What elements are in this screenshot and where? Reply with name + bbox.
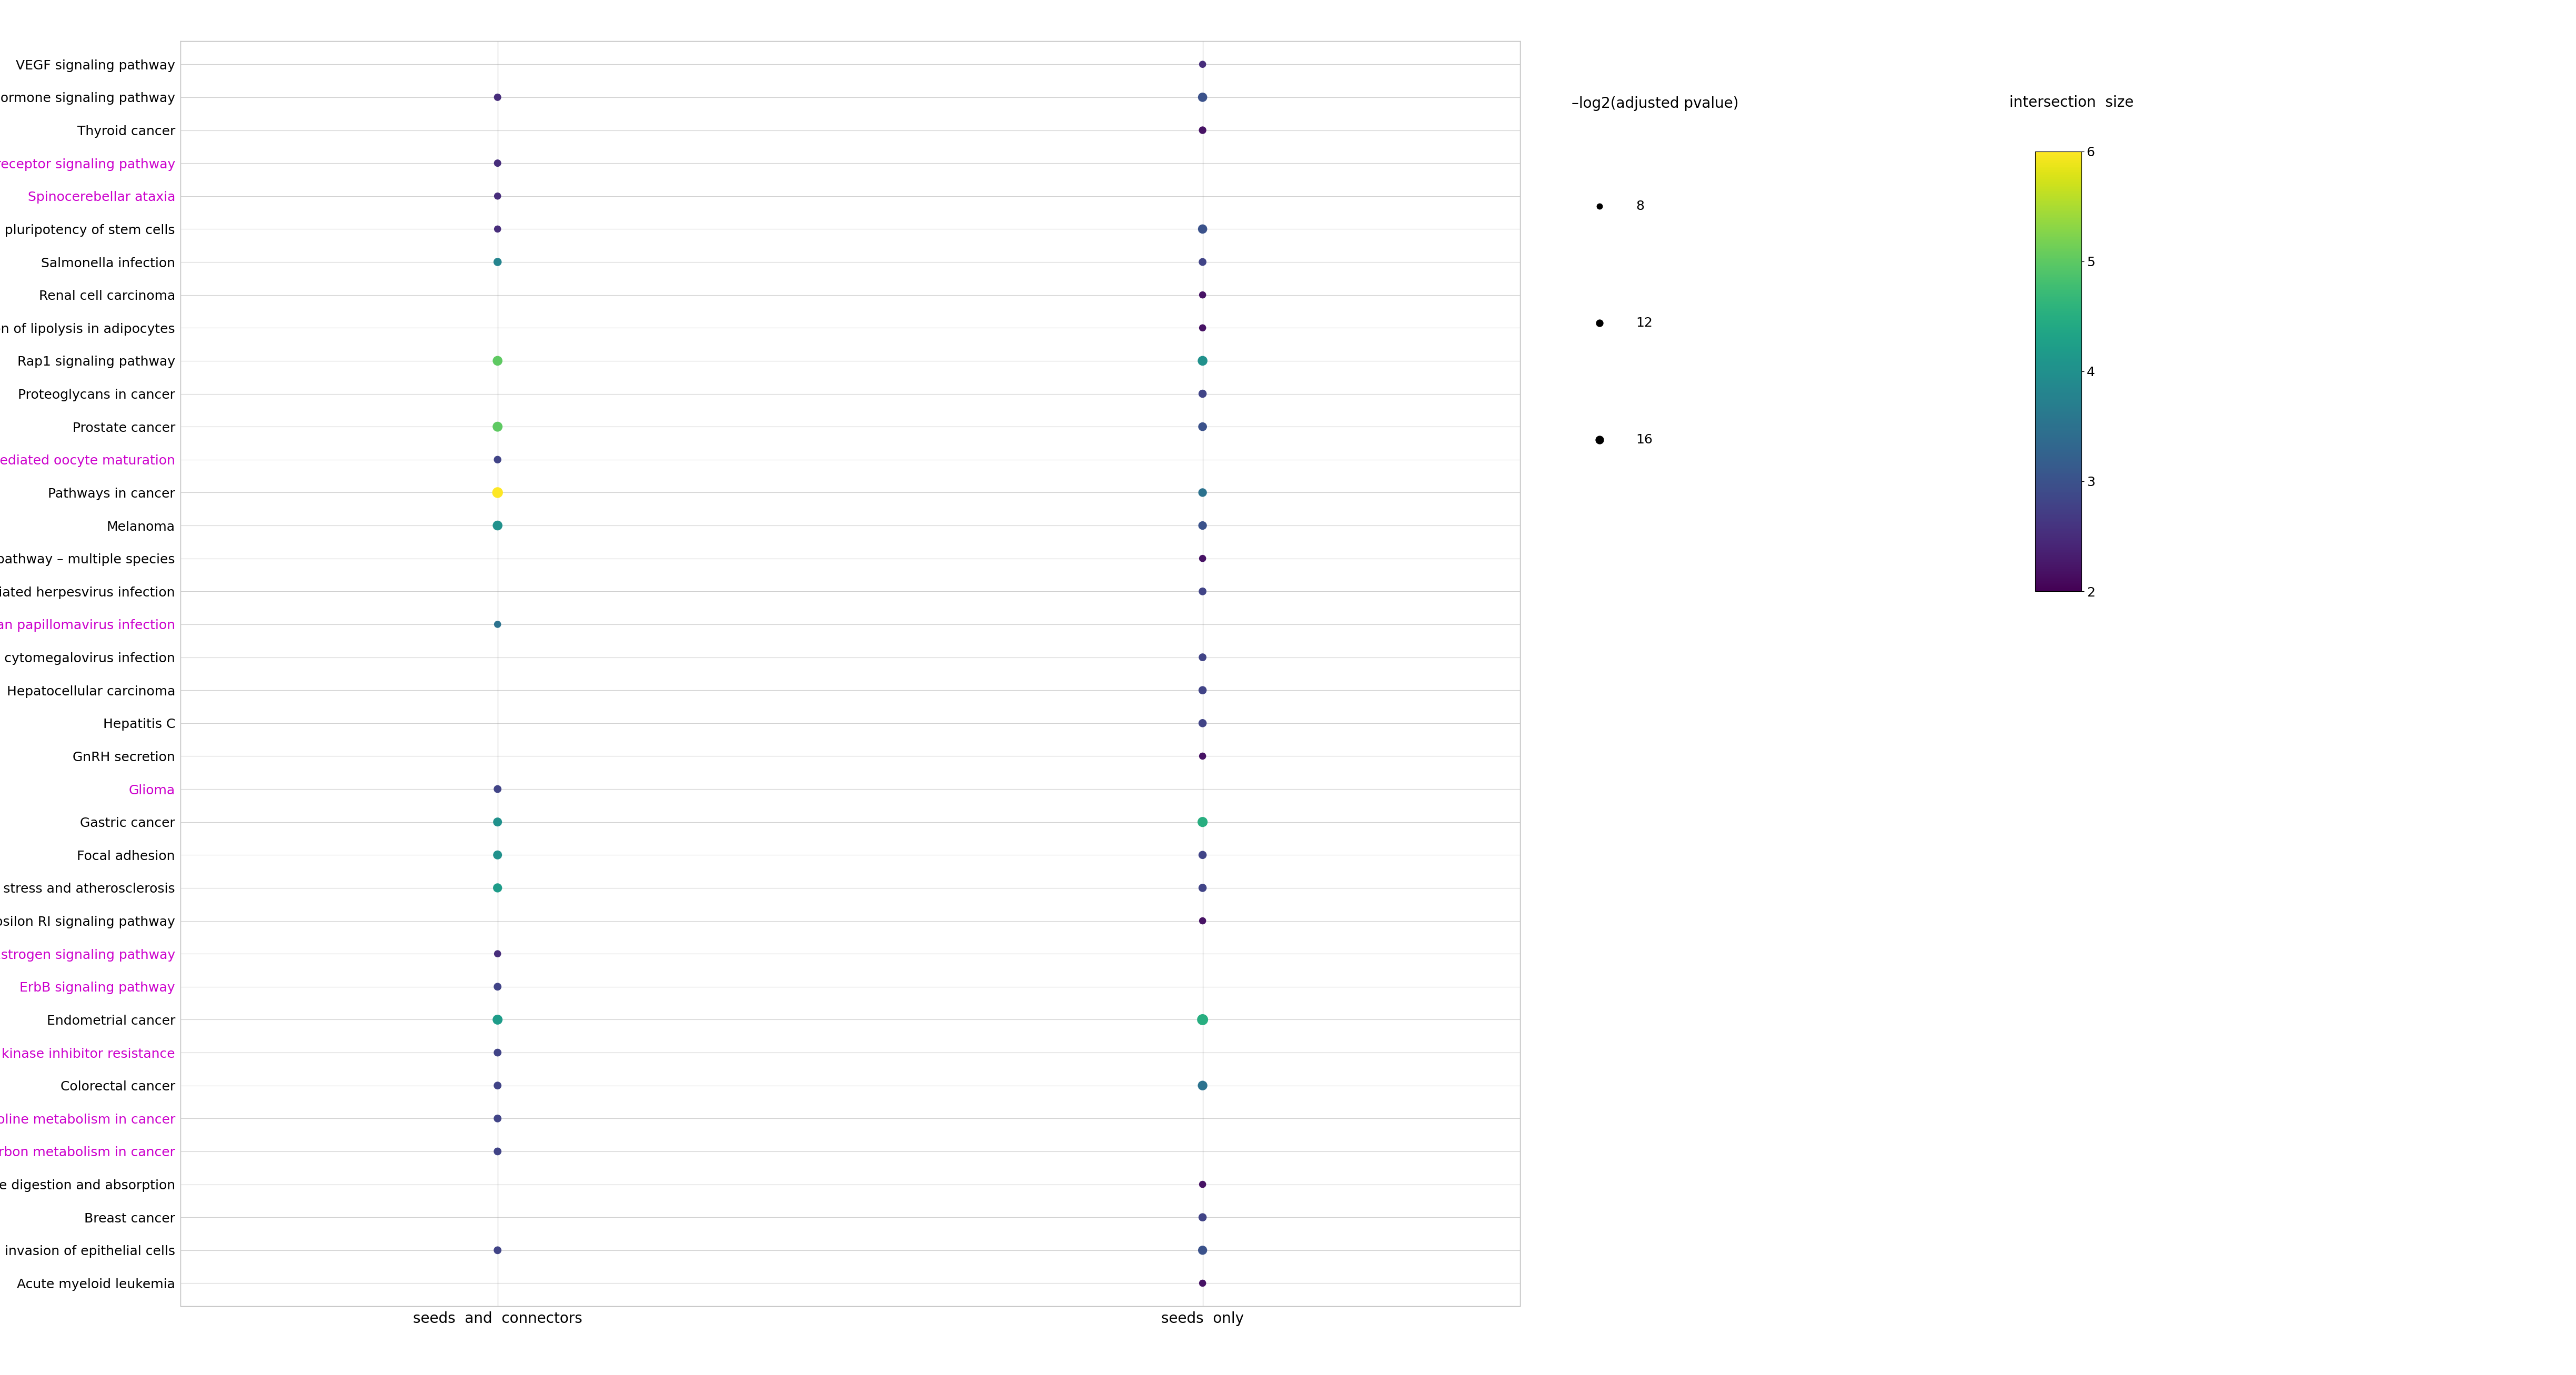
Point: [1579, 195, 1620, 217]
Point: [1182, 679, 1224, 701]
Point: [477, 415, 518, 437]
Point: [1182, 811, 1224, 833]
Point: [1182, 219, 1224, 241]
Text: 8: 8: [1636, 199, 1643, 213]
Point: [477, 1074, 518, 1096]
Text: 12: 12: [1636, 316, 1654, 330]
Point: [1182, 1206, 1224, 1228]
Point: [477, 87, 518, 109]
Point: [477, 186, 518, 208]
Point: [477, 1009, 518, 1031]
Point: [477, 481, 518, 503]
Text: –log2(adjusted pvalue): –log2(adjusted pvalue): [1571, 96, 1739, 111]
Point: [477, 877, 518, 899]
Point: [1182, 283, 1224, 305]
Point: [1182, 547, 1224, 569]
Point: [477, 514, 518, 536]
Point: [477, 1042, 518, 1064]
Point: [477, 844, 518, 866]
Point: [1182, 1009, 1224, 1031]
Point: [1182, 877, 1224, 899]
Point: [1579, 312, 1620, 334]
Point: [1182, 252, 1224, 274]
Point: [1182, 382, 1224, 404]
Point: [477, 1140, 518, 1162]
Point: [1182, 120, 1224, 142]
Point: [1182, 514, 1224, 536]
Point: [1182, 349, 1224, 371]
Point: [1579, 429, 1620, 451]
Point: [1182, 844, 1224, 866]
Point: [1182, 1239, 1224, 1261]
Point: [477, 219, 518, 241]
Point: [1182, 87, 1224, 109]
Point: [1182, 646, 1224, 668]
Text: intersection  size: intersection size: [2009, 95, 2133, 110]
Point: [1182, 712, 1224, 734]
Point: [477, 976, 518, 998]
Point: [1182, 910, 1224, 932]
Point: [1182, 54, 1224, 76]
Point: [1182, 745, 1224, 767]
Point: [1182, 1272, 1224, 1294]
Point: [477, 613, 518, 635]
Point: [1182, 1074, 1224, 1096]
Text: 16: 16: [1636, 433, 1654, 447]
Point: [1182, 316, 1224, 338]
Point: [477, 1107, 518, 1129]
Point: [1182, 481, 1224, 503]
Point: [477, 1239, 518, 1261]
Point: [477, 448, 518, 470]
Point: [477, 811, 518, 833]
Point: [477, 778, 518, 800]
Point: [1182, 580, 1224, 602]
Point: [1182, 1173, 1224, 1195]
Point: [477, 349, 518, 371]
Point: [477, 943, 518, 965]
Point: [1182, 415, 1224, 437]
Point: [477, 252, 518, 274]
Point: [477, 153, 518, 175]
